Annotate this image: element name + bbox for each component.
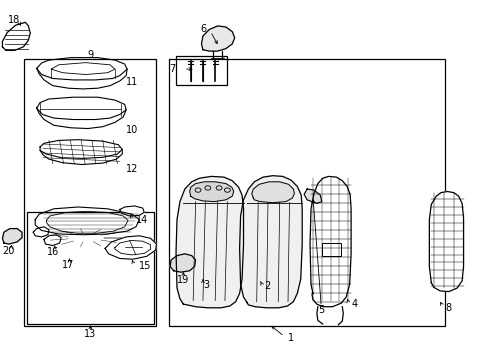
Bar [27,212,154,324]
Polygon shape [201,26,234,51]
Text: 9: 9 [87,50,93,60]
Text: 4: 4 [351,299,357,309]
Polygon shape [120,206,144,216]
Polygon shape [189,182,233,202]
Text: 19: 19 [177,275,189,285]
Text: 1: 1 [287,333,293,343]
Bar [176,56,227,85]
Text: 6: 6 [200,24,206,34]
Text: 20: 20 [2,246,15,256]
Bar [168,59,444,326]
Text: 14: 14 [136,215,148,225]
Text: 16: 16 [46,247,59,257]
Text: 17: 17 [62,260,75,270]
Polygon shape [2,22,30,50]
Polygon shape [239,176,302,308]
Text: 12: 12 [126,164,138,174]
Text: 3: 3 [203,280,209,290]
Text: 13: 13 [84,329,97,339]
Text: 11: 11 [126,77,138,87]
Polygon shape [105,236,156,259]
Polygon shape [251,182,294,203]
Text: 5: 5 [318,305,324,315]
Text: 15: 15 [139,261,151,271]
Polygon shape [304,189,321,203]
Bar [321,243,341,256]
Text: 8: 8 [445,303,451,313]
Polygon shape [428,192,463,292]
Text: 7: 7 [168,64,175,74]
Polygon shape [176,176,243,308]
Text: 2: 2 [264,281,270,291]
Text: 10: 10 [126,125,138,135]
Polygon shape [309,176,350,307]
Bar [24,59,156,326]
Text: 18: 18 [7,15,20,25]
Polygon shape [2,229,22,244]
Polygon shape [170,254,195,272]
